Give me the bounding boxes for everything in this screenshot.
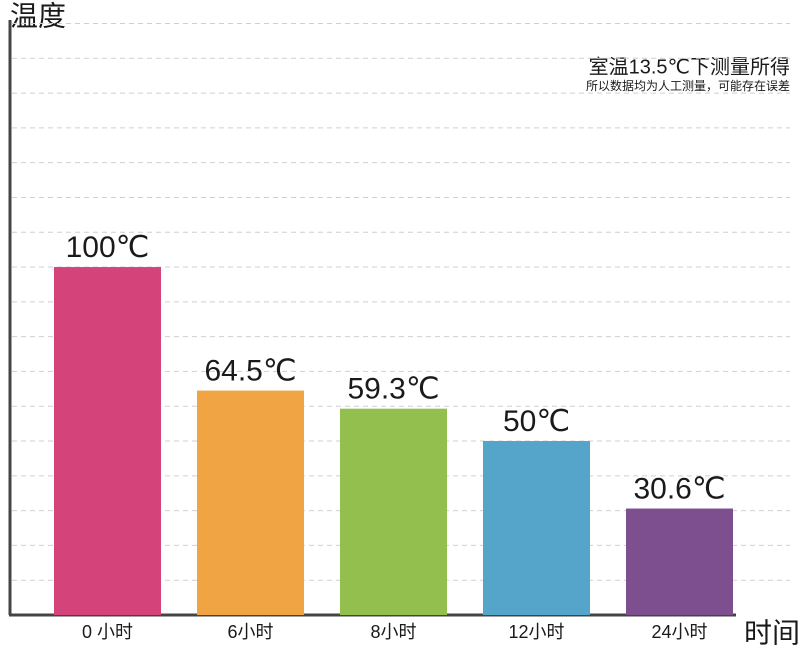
x-tick-label: 0 小时 [82,622,133,642]
bar [340,408,447,615]
x-tick-label: 12小时 [508,622,564,642]
value-label: 100℃ [66,231,150,264]
bar [483,441,590,615]
annotation: 所以数据均为人工测量，可能存在误差 [586,78,790,93]
bar [197,390,304,615]
y-axis-label: 温度 [10,0,66,31]
value-label: 30.6℃ [633,472,725,505]
value-label: 50℃ [503,405,570,438]
x-axis-label: 时间 [744,617,800,648]
x-tick-label: 6小时 [227,622,273,642]
bar [626,508,733,615]
x-tick-label: 8小时 [370,622,416,642]
annotation: 室温13.5℃下测量所得 [589,55,790,78]
value-label: 64.5℃ [204,354,296,387]
value-label: 59.3℃ [347,373,439,406]
x-tick-label: 24小时 [651,622,707,642]
bar [54,267,161,615]
